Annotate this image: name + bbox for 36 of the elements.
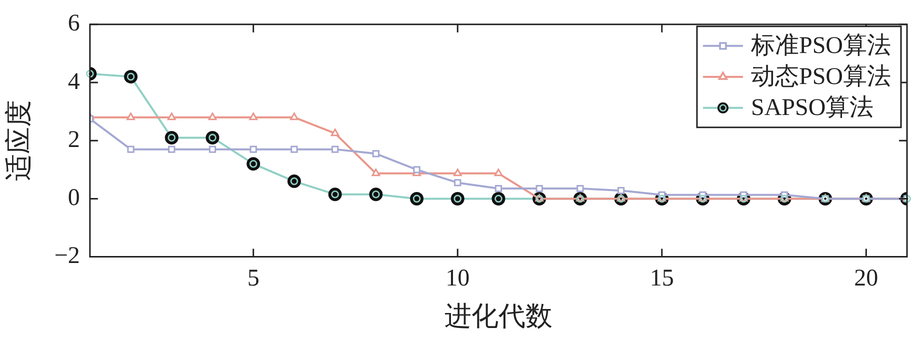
y-tick-label: 4 (68, 68, 80, 95)
point (494, 184, 502, 192)
point (453, 168, 462, 176)
point (454, 179, 462, 186)
y-tick-label: −2 (54, 243, 80, 270)
point (126, 112, 136, 120)
point (331, 146, 339, 153)
point (494, 168, 503, 176)
x-axis-title: 进化代数 (444, 300, 552, 331)
point (372, 150, 380, 158)
point (208, 146, 216, 153)
x-tick-label: 10 (446, 265, 470, 292)
point (167, 112, 176, 120)
x-tick-label: 5 (247, 265, 260, 292)
x-tick-label: 15 (650, 265, 674, 292)
y-tick-label: 6 (68, 10, 80, 37)
y-axis-title: 适应度 (3, 100, 34, 182)
point (536, 184, 543, 192)
point (290, 112, 298, 120)
point (290, 146, 298, 153)
point (249, 112, 258, 120)
point (617, 186, 625, 194)
point (330, 128, 340, 136)
point (576, 184, 584, 192)
legend-label: 动态PSO算法 (750, 64, 892, 90)
y-tick-label: 2 (68, 126, 80, 153)
point (250, 146, 257, 153)
x-tick-label: 20 (854, 265, 878, 292)
point (372, 168, 380, 176)
legend-label: 标准PSO算法 (750, 33, 892, 60)
point (127, 146, 134, 153)
point (168, 146, 176, 153)
legend-label: SAPSO算法 (750, 95, 874, 122)
point (413, 166, 420, 174)
point (208, 112, 217, 120)
y-tick-label: 0 (68, 184, 80, 211)
